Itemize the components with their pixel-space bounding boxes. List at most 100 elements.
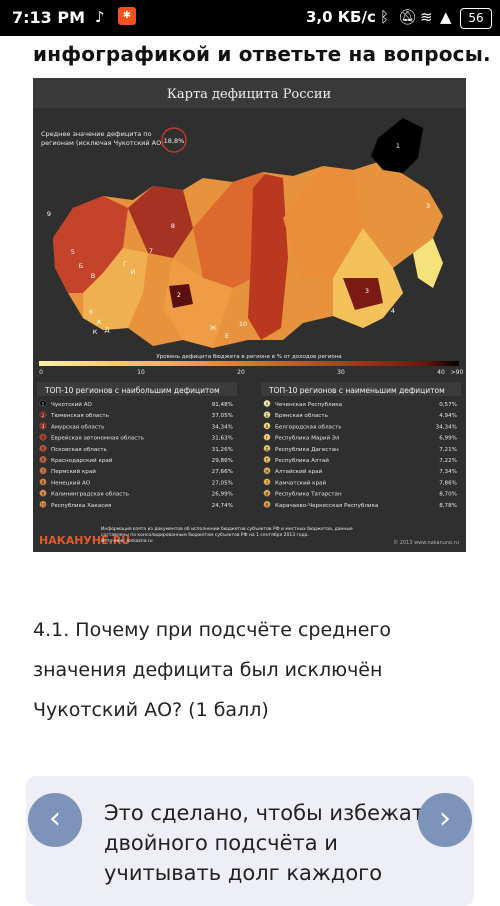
prev-answer-button[interactable]: ‹ [28,793,82,847]
top-region-value: 91,48% [212,402,233,408]
top-rank: 3 [42,424,45,429]
infographic-title: Карта дефицита России [167,87,331,102]
top-rank: 4 [42,435,45,440]
network-speed: 3,0 КБ/с [306,8,376,26]
map-marker-d: Д [104,326,109,334]
low-region-name: Республика Дагестан [275,447,339,453]
map-marker-8: 8 [171,222,175,230]
infographic-image[interactable]: Карта дефицита России Среднее значение д… [33,78,466,552]
map-marker-z: З [426,202,430,210]
map-marker-e: Е [225,332,229,340]
low-region-value: 4,94% [439,413,457,419]
low-marker [263,467,271,475]
low-region-value: 7,86% [439,480,457,486]
map-marker-a: А [97,318,102,326]
status-bar: 7:13 PM ♪ ✱ 3,0 КБ/с ᛒ 🔕︎ ≋ ▲ 56 [0,0,500,36]
signal-icon: ▲ [440,8,452,26]
low-rank: Д [265,447,268,452]
low-region-name: Чеченская Республика [275,402,342,408]
low-rank: Е [266,458,269,463]
low-region-name: Алтайский край [275,468,323,475]
lowest-deficit-title: ТОП-10 регионов с наименьшим дефицитом [268,386,445,395]
top-region-name: Калининградская область [51,492,129,498]
map-marker-1: 1 [396,142,400,150]
top-rank: 6 [42,458,45,463]
map-marker-4: 4 [391,307,395,315]
low-region-value: 8,70% [439,492,457,498]
scale-bar [39,361,459,366]
scale-tick-20: 20 [237,369,245,376]
low-rank: К [266,503,269,508]
tiktok-icon: ♪ [95,8,105,26]
low-marker [263,422,271,430]
map-marker-zh: Ж [209,324,216,332]
top-region-value: 26,99% [212,492,233,498]
top-marker [39,456,47,463]
low-marker [263,444,271,452]
scale-tick-10: 10 [137,369,145,376]
top-region-name: Чукотский АО [51,401,93,408]
top-region-value: 31,63% [212,436,233,442]
map-marker-5: 5 [71,248,75,256]
top-region-name: Пермский край [51,468,96,475]
lowest-deficit-list: А Чеченская Республика 0,57% Б Брянская обла… [263,400,457,509]
top-region-value: 27,05% [212,480,233,486]
top-region-name: Краснодарский край [51,457,113,464]
low-region-name: Камчатский край [275,479,326,486]
infographic-copyright: © 2013 www.nakanune.ru [393,539,459,546]
low-region-name: Белгородская область [275,424,342,430]
low-region-name: Республика Татарстан [275,492,342,498]
chevron-left-icon: ‹ [49,801,61,836]
top-region-value: 31,26% [212,447,233,453]
low-rank: Б [266,413,269,418]
answer-card[interactable]: Это сделано, чтобы избежать двойного под… [26,776,474,906]
top-deficit-list: 1 Чукотский АО 91,48% 2 Тюменская область 37,… [39,400,233,509]
next-answer-button[interactable]: › [418,793,472,847]
low-region-name: Республика Алтай [275,457,329,464]
low-region-value: 7,34% [439,469,457,475]
top-region-value: 37,05% [212,413,233,419]
average-label-2: регионам (исключая Чукотский АО) [41,139,164,147]
top-region-name: Тюменская область [50,413,109,419]
chevron-right-icon: › [439,801,451,836]
map-marker-2: 2 [177,291,181,299]
deficit-map-infographic: Карта дефицита России Среднее значение д… [33,78,466,547]
top-region-value: 27,66% [212,469,233,475]
low-region-value: 8,78% [439,503,457,509]
top-marker [39,478,47,486]
top-marker [39,467,47,475]
map-marker-3: 3 [365,287,369,295]
top-deficit-title: ТОП-10 регионов с наибольшим дефицитом [44,386,220,395]
top-marker [39,444,47,452]
low-marker [263,456,271,463]
top-rank: 5 [42,447,45,452]
low-marker [263,400,271,407]
source-line-2: составлены по консолидированным бюджетам… [101,532,309,538]
scale-tick-0: 0 [39,369,43,376]
top-marker [39,500,47,508]
low-rank: Ж [265,469,270,474]
top-region-name: Республика Хакасия [51,503,111,509]
low-marker [263,500,271,508]
map-marker-b: Б [79,262,83,270]
top-rank: 10 [40,503,46,508]
map-marker-g: Г [123,260,127,268]
top-marker [39,411,47,419]
low-region-value: 7,21% [439,447,457,453]
top-rank: 9 [42,491,45,496]
top-rank: 2 [42,413,45,418]
low-region-value: 0,57% [439,402,457,408]
mute-icon: 🔕︎ [398,8,418,26]
low-rank: Г [266,435,269,440]
map-marker-6: 6 [89,308,93,316]
infographic-logo: НАКАНУНЕ.RU [39,534,130,547]
scale-tick-30: 30 [337,369,345,376]
scale-tick-90: >90 [451,369,464,376]
source-line-1: Информация взята из документов об исполн… [101,526,353,532]
low-region-name: Брянская область [275,413,328,419]
question-text: 4.1. Почему при подсчёте среднего значен… [33,619,392,721]
top-region-name: Амурская область [51,424,104,430]
page-heading: инфографикой и ответьте на вопросы. [33,42,491,66]
map-marker-10: 10 [239,320,247,328]
top-marker [39,489,47,497]
